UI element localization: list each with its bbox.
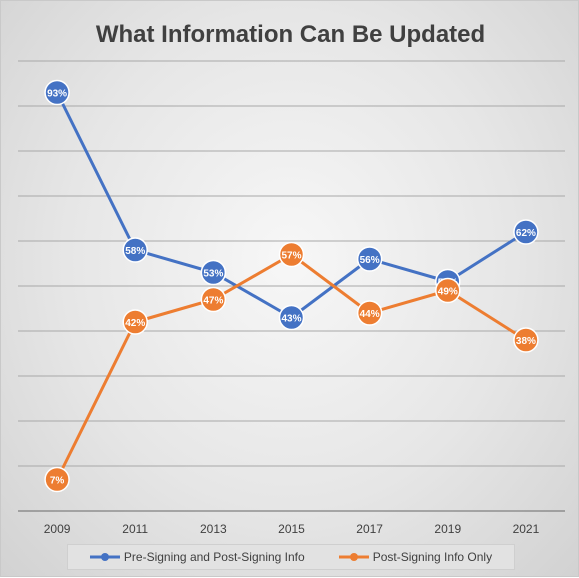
data-label: 58% [125,246,145,257]
data-point-marker [278,241,305,268]
legend-swatch-blue [89,553,120,561]
data-point-marker [356,300,383,326]
data-point-marker [200,286,227,313]
data-point-marker [356,246,383,272]
x-tick-label: 2015 [278,522,305,536]
data-point-marker [44,79,70,106]
data-point-marker [435,277,461,304]
x-tick-label: 2019 [434,522,461,536]
data-label: 7% [50,476,65,487]
data-point-marker [122,309,148,335]
data-point-marker [278,304,305,331]
legend-item-post-signing-only: Post-Signing Info Only [338,550,493,564]
x-tick-label: 2017 [356,522,383,536]
data-point-marker [44,466,70,493]
data-point-marker [200,259,227,286]
legend-label-pre-and-post-signing: Pre-Signing and Post-Signing Info [123,550,305,564]
legend-swatch-orange [338,553,369,561]
chart-legend: Pre-Signing and Post-Signing Info Post-S… [67,544,515,570]
data-label: 57% [281,251,301,262]
data-label: 47% [203,296,223,307]
x-tick-label: 2011 [122,522,148,536]
legend-item-pre-and-post-signing: Pre-Signing and Post-Signing Info [89,550,305,564]
data-label: 56% [360,255,380,266]
data-point-marker [513,327,539,353]
data-label: 62% [516,228,536,239]
data-label: 53% [203,269,223,280]
data-label: 38% [516,336,536,347]
data-label: 49% [438,287,458,298]
data-point-marker [513,219,539,245]
x-tick-label: 2021 [513,522,540,536]
data-label: 43% [281,314,301,325]
data-label: 42% [125,318,145,329]
data-label: 44% [360,309,380,320]
chart-title: What Information Can Be Updated [95,21,486,48]
x-tick-label: 2013 [200,522,227,536]
x-tick-label: 2009 [44,522,71,536]
legend-label-post-signing-only: Post-Signing Info Only [372,550,493,564]
data-label: 93% [47,89,67,100]
data-point-marker [122,237,148,263]
